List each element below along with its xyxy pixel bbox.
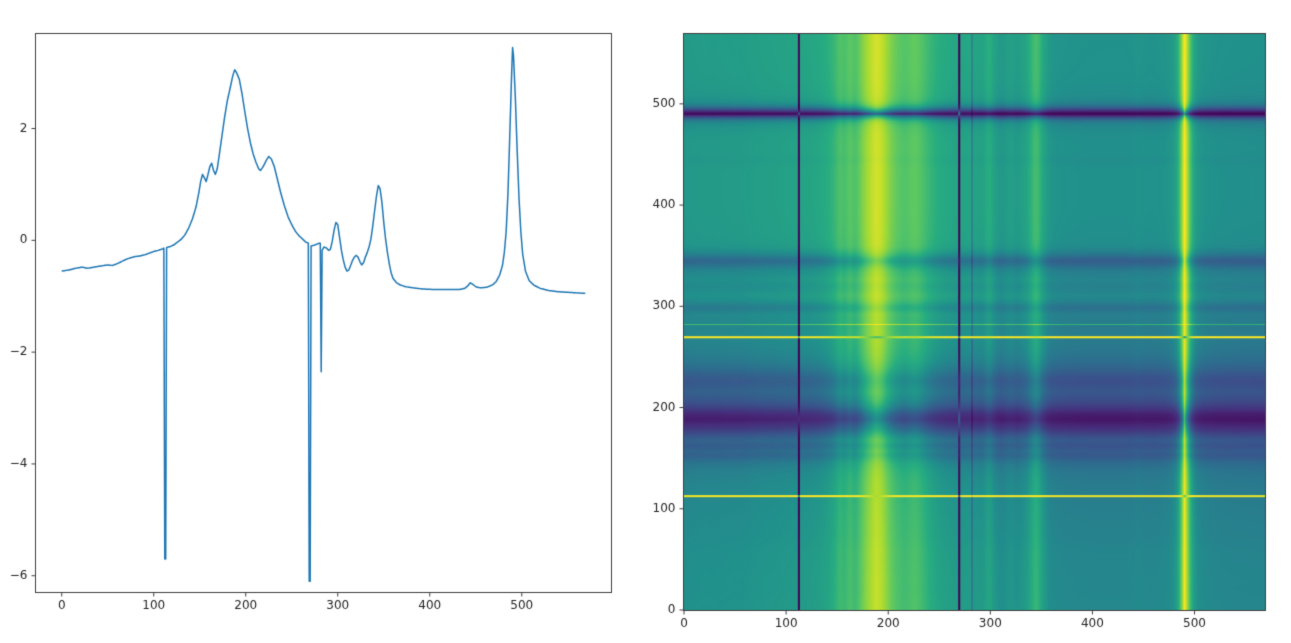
signal-line-chart-canvas [0, 0, 643, 643]
gadf-heatmap-canvas [643, 0, 1291, 643]
